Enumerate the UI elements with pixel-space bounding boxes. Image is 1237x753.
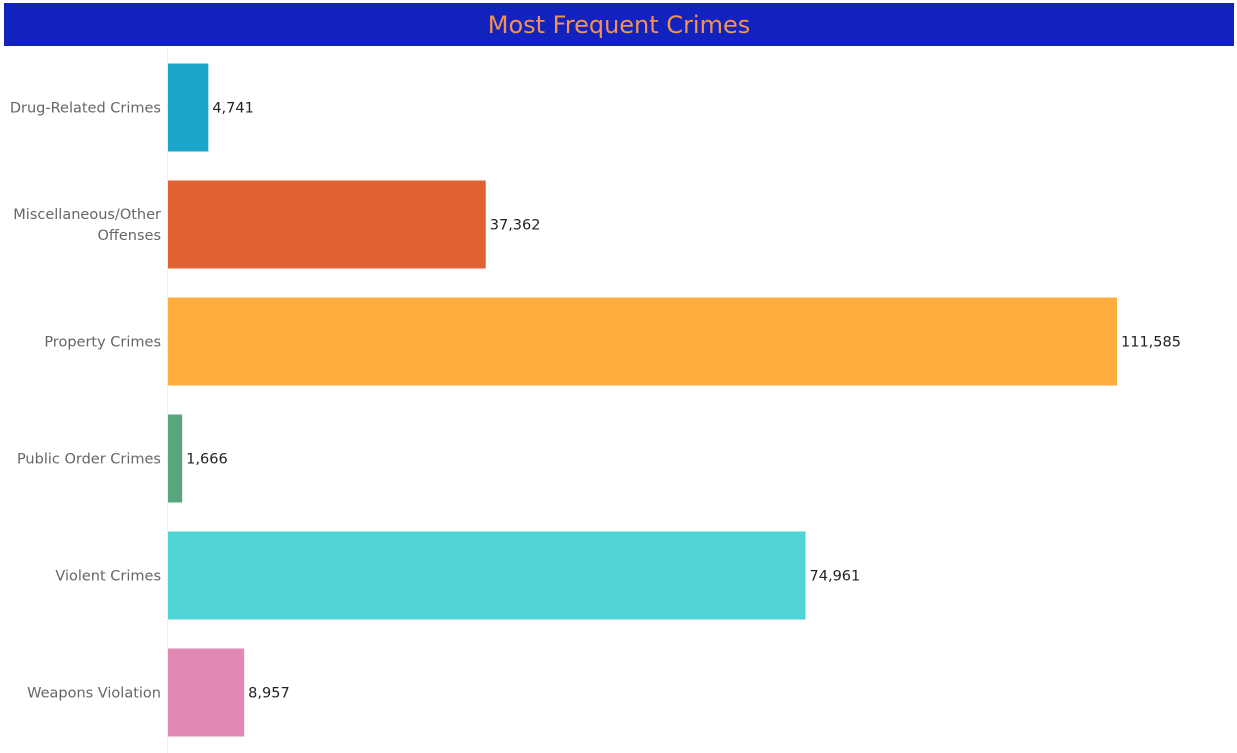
category-label: Violent Crimes [55,569,161,585]
bar[interactable] [168,63,209,152]
data-label: 37,362 [490,218,541,234]
bar[interactable] [168,180,486,269]
bar[interactable] [168,648,245,737]
category-label: Property Crimes [44,335,161,351]
chart-title-bar: Most Frequent Crimes [4,3,1234,46]
data-label: 74,961 [810,569,861,585]
bar[interactable] [168,414,183,503]
data-label: 111,585 [1121,335,1181,351]
chart-title: Most Frequent Crimes [487,10,751,39]
category-label: Public Order Crimes [17,452,161,468]
category-label: Weapons Violation [27,686,161,702]
data-label: 8,957 [248,686,290,702]
category-label: Offenses [97,228,161,244]
data-label: 1,666 [186,452,228,468]
category-label: Miscellaneous/Other [13,207,161,223]
bar[interactable] [168,531,806,620]
data-label: 4,741 [212,101,254,117]
bar[interactable] [168,297,1117,386]
category-label: Drug-Related Crimes [10,101,161,117]
